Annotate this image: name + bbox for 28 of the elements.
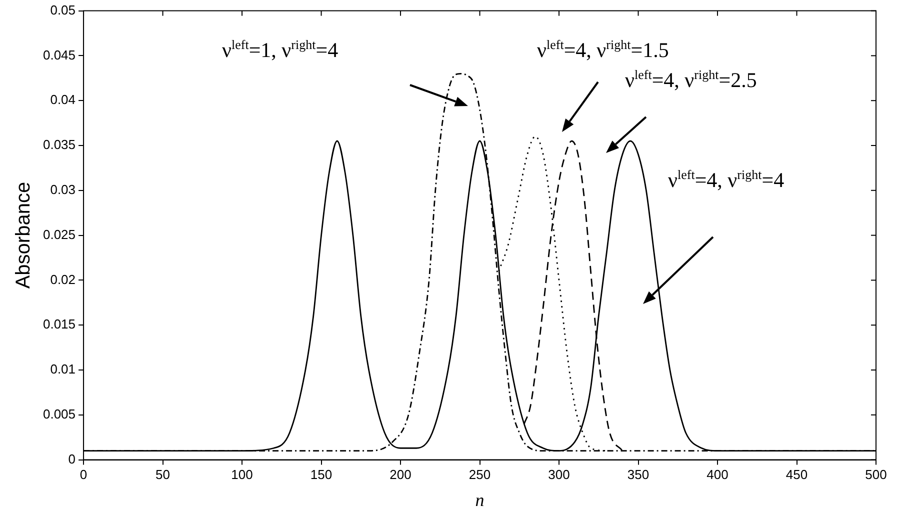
x-tick-label: 200 (390, 467, 412, 482)
y-tick-label: 0.045 (42, 47, 76, 62)
x-tick-label: 250 (468, 467, 491, 482)
annotation: ν$^{left}$=4, ν$^{right}$=4 (668, 167, 784, 192)
x-tick-label: 300 (548, 467, 570, 482)
y-tick-label: 0.03 (50, 182, 76, 197)
y-tick-label: 0.025 (42, 226, 76, 242)
x-tick-label: 0 (80, 467, 88, 482)
x-tick-label: 350 (627, 467, 650, 482)
y-tick-label: 0 (68, 451, 76, 466)
y-tick-label: 0.035 (42, 137, 76, 152)
annotation: ν$^{left}$=4, ν$^{right}$=2.5 (625, 67, 757, 92)
y-tick-label: 0.015 (42, 316, 76, 332)
x-axis-title: n (475, 490, 484, 510)
x-tick-label: 500 (865, 467, 887, 482)
x-tick-label: 100 (231, 467, 253, 482)
y-tick-label: 0.02 (50, 272, 76, 287)
annotation: ν$^{left}$=1, ν$^{right}$=4 (222, 37, 338, 62)
y-tick-label: 0.05 (50, 2, 76, 18)
y-tick-label: 0.005 (42, 406, 76, 422)
y-tick-label: 0.04 (50, 92, 76, 108)
x-tick-label: 450 (786, 467, 808, 482)
y-tick-label: 0.01 (50, 362, 76, 377)
x-tick-label: 150 (310, 467, 332, 482)
x-tick-label: 50 (156, 467, 170, 482)
annotation: ν$^{left}$=4, ν$^{right}$=1.5 (537, 37, 669, 62)
y-axis-title: Absorbance (12, 182, 35, 289)
x-tick-label: 400 (706, 467, 728, 482)
